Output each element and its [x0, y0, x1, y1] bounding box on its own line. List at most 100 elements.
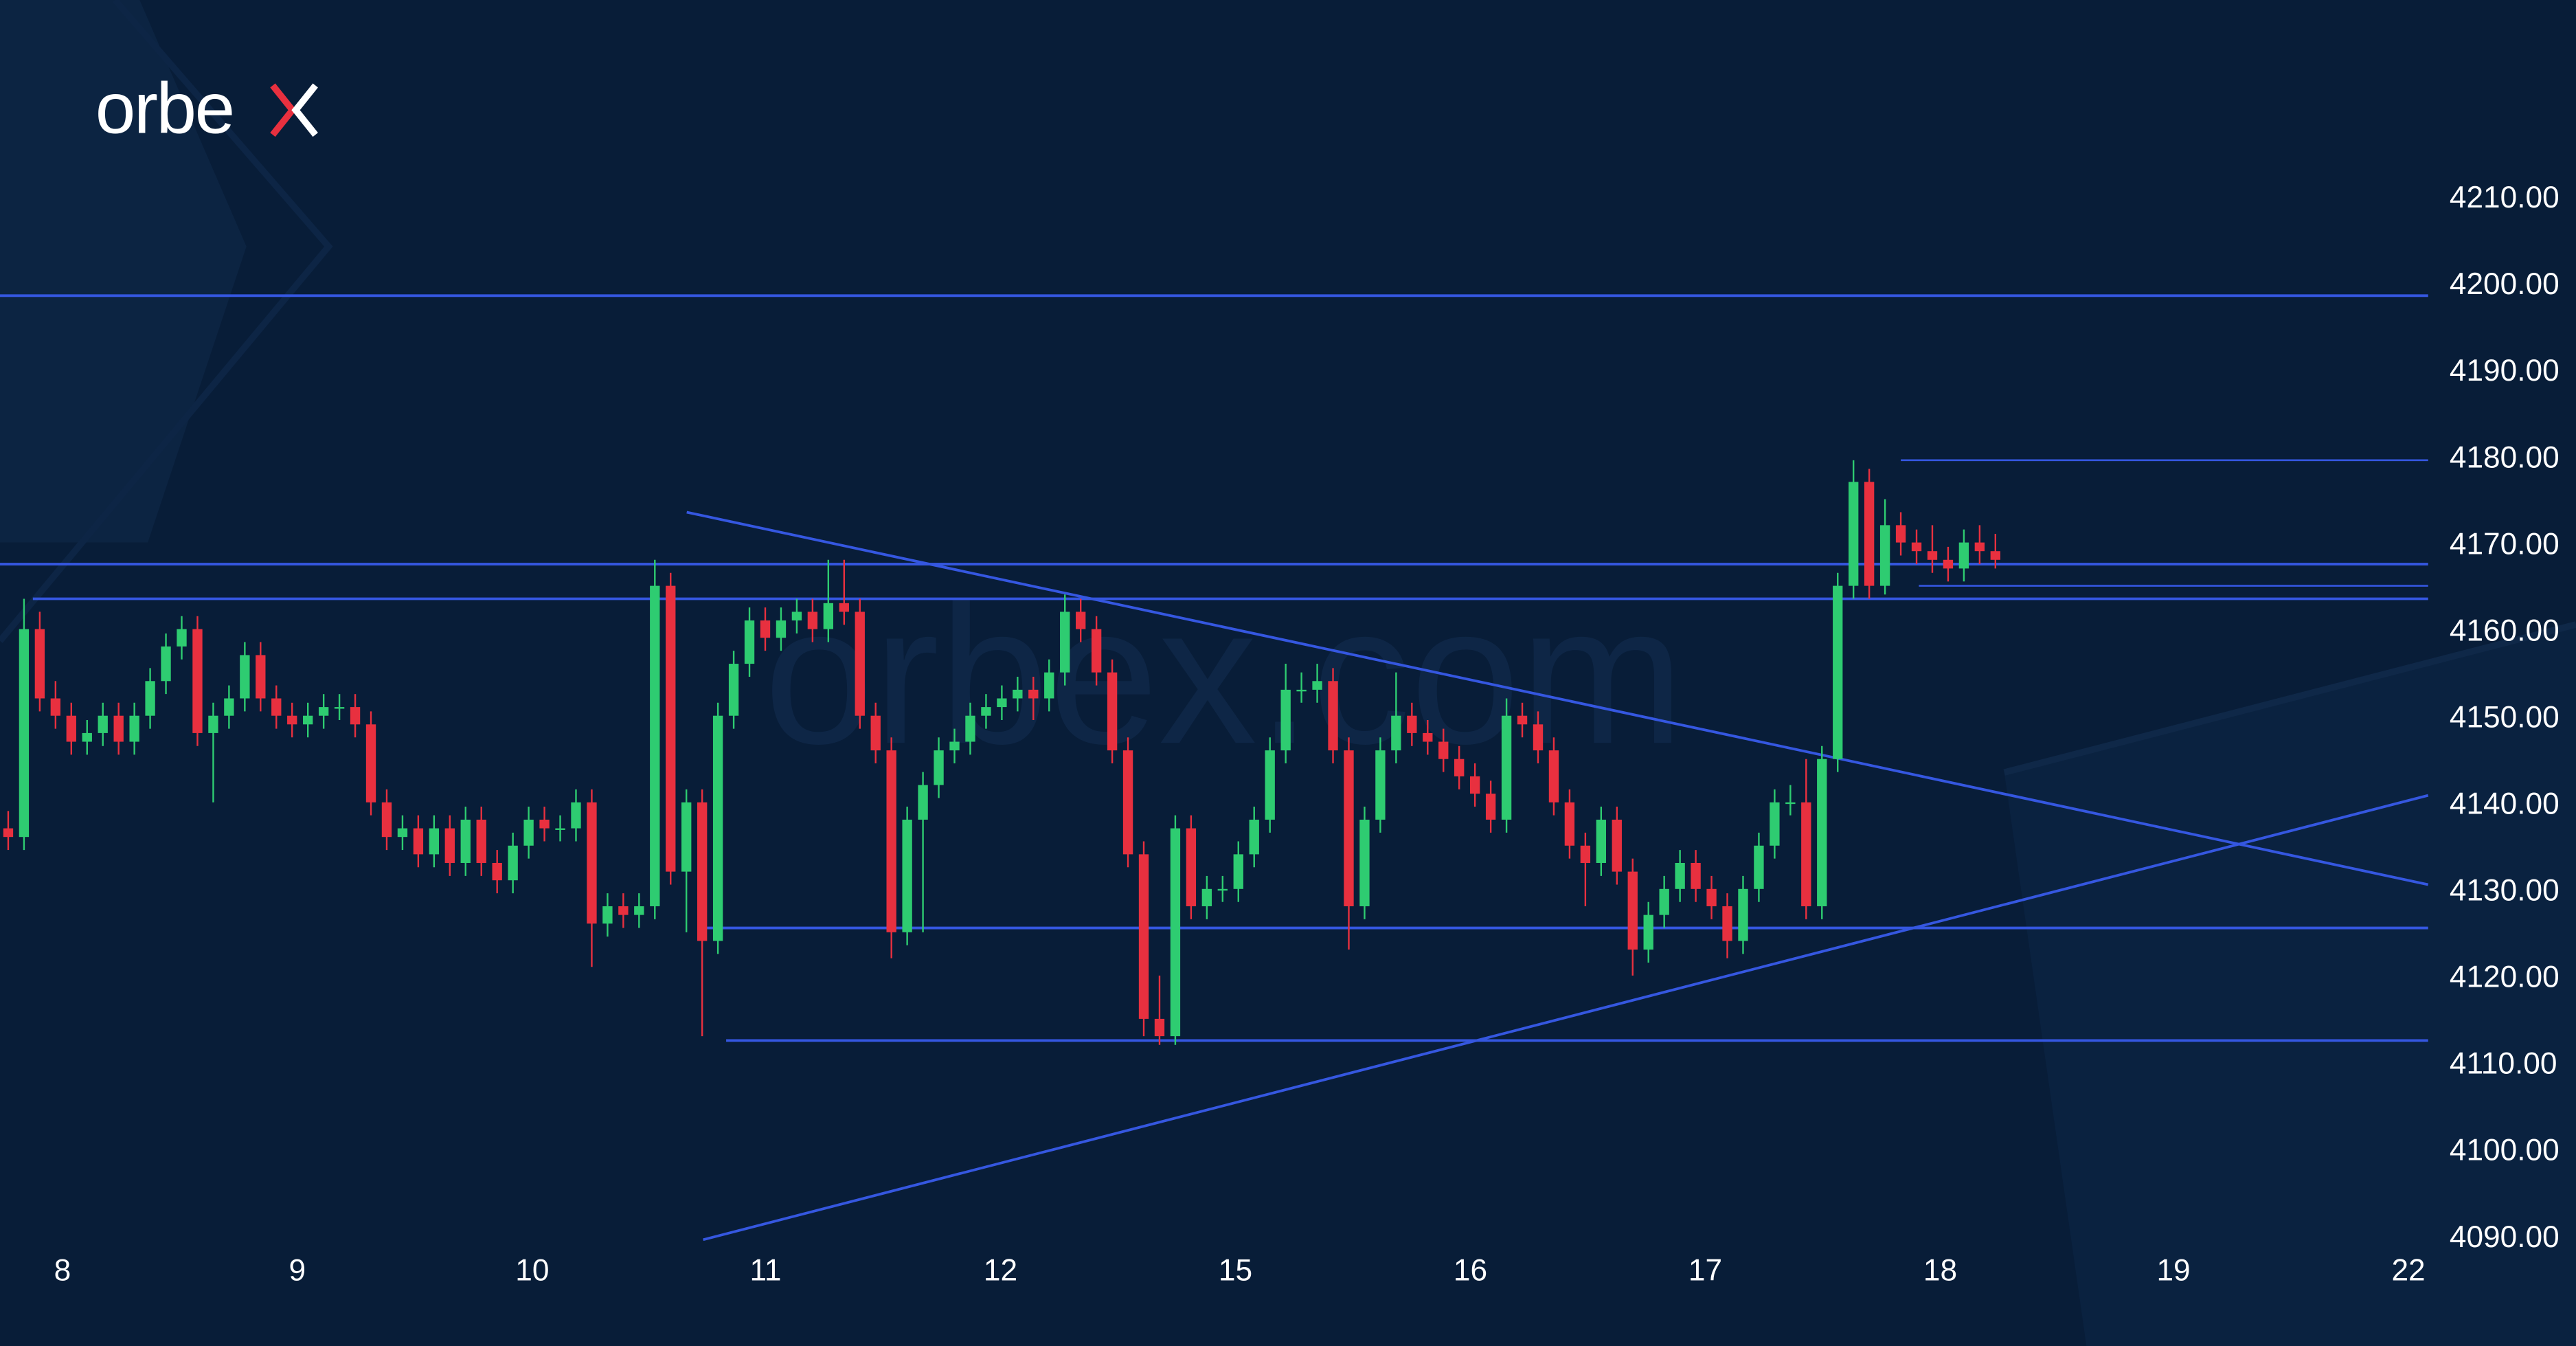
candle — [1091, 616, 1102, 686]
candle — [1407, 702, 1417, 746]
logo-x-white-stroke — [291, 83, 318, 137]
candle-body — [1485, 794, 1496, 820]
background-shape-edge — [2003, 621, 2576, 776]
candle — [1249, 807, 1259, 868]
candle-body — [1060, 612, 1070, 673]
y-tick-label: 4120.00 — [2450, 961, 2560, 994]
candle — [113, 702, 124, 755]
candle-body — [1706, 888, 1717, 907]
y-tick-label: 4150.00 — [2450, 700, 2560, 734]
candle — [1328, 668, 1338, 764]
candle — [1833, 572, 1843, 772]
candle-body — [981, 707, 991, 716]
candle-body — [1013, 689, 1023, 699]
candle-body — [1438, 741, 1449, 759]
candle-body — [776, 620, 787, 638]
candle-body — [1328, 681, 1338, 751]
candle-body — [1375, 750, 1386, 820]
candle-body — [855, 612, 865, 716]
candle-body — [397, 828, 408, 838]
candle — [303, 702, 313, 738]
candle — [1548, 737, 1559, 816]
candle-body — [618, 906, 629, 915]
x-tick-label: 22 — [2391, 1253, 2425, 1287]
candle — [1706, 875, 1717, 919]
candle — [1596, 807, 1607, 876]
candle-body — [508, 845, 518, 881]
candle-body — [1186, 828, 1197, 907]
y-tick-label: 4130.00 — [2450, 874, 2560, 908]
candle — [618, 893, 629, 928]
candle-body — [1407, 715, 1417, 733]
candle — [776, 607, 787, 651]
candle — [523, 807, 534, 859]
candle-body — [208, 715, 218, 733]
candle-body — [1296, 689, 1307, 692]
candle-body — [19, 629, 30, 838]
candle-body — [1895, 525, 1906, 543]
candle-body — [66, 715, 76, 742]
candle-body — [555, 828, 565, 830]
candle-body — [318, 707, 329, 716]
background-chevron-outline — [0, 0, 333, 643]
candle-body — [224, 698, 234, 716]
candle — [192, 616, 203, 746]
candle-body — [602, 906, 613, 924]
candle-body — [539, 819, 550, 829]
candle — [66, 702, 76, 755]
candle — [744, 607, 755, 677]
candle-body — [1469, 776, 1480, 794]
y-tick-label: 4190.00 — [2450, 354, 2560, 388]
candle — [949, 728, 960, 764]
candle — [666, 572, 676, 885]
candle-body — [666, 585, 676, 872]
trendline-descending — [686, 511, 2429, 886]
candle-body — [1548, 750, 1559, 803]
candle-body — [1501, 715, 1512, 820]
candle-body — [1170, 828, 1181, 1037]
candle — [681, 789, 692, 932]
candle-body — [1533, 724, 1544, 751]
candle-body — [1233, 854, 1243, 889]
candle-body — [381, 802, 392, 838]
candle — [334, 694, 345, 720]
candle-body — [997, 698, 1007, 708]
levels-layer — [0, 294, 2429, 1242]
candle — [1201, 875, 1212, 919]
candle-body — [1201, 888, 1212, 907]
candle-body — [429, 828, 440, 855]
candle — [444, 815, 455, 876]
candle — [287, 702, 297, 738]
candle-body — [744, 620, 755, 664]
candle — [1722, 893, 1732, 958]
candle — [855, 598, 865, 729]
candle-body — [350, 707, 361, 725]
candle — [476, 807, 486, 876]
x-tick-label: 15 — [1219, 1253, 1252, 1287]
candle — [1391, 672, 1401, 764]
candle-body — [82, 732, 92, 742]
candle — [918, 772, 928, 932]
candle-body — [965, 715, 975, 742]
candle-body — [1580, 845, 1591, 863]
candle — [1469, 763, 1480, 807]
candle-body — [571, 802, 581, 829]
candle — [365, 711, 376, 816]
candle-body — [1833, 585, 1843, 759]
candle — [1943, 546, 1954, 582]
candles-layer — [3, 460, 2000, 1045]
candle — [1044, 659, 1054, 712]
candle — [870, 702, 881, 764]
candle — [1170, 815, 1181, 1045]
logo-text: orbe — [95, 69, 234, 149]
candle — [902, 807, 912, 945]
candle-body — [256, 655, 266, 699]
candle — [1817, 745, 1827, 919]
candle — [1612, 807, 1622, 885]
candle — [1454, 745, 1465, 789]
candle — [3, 811, 14, 851]
candle — [886, 737, 896, 958]
candle — [712, 702, 723, 954]
